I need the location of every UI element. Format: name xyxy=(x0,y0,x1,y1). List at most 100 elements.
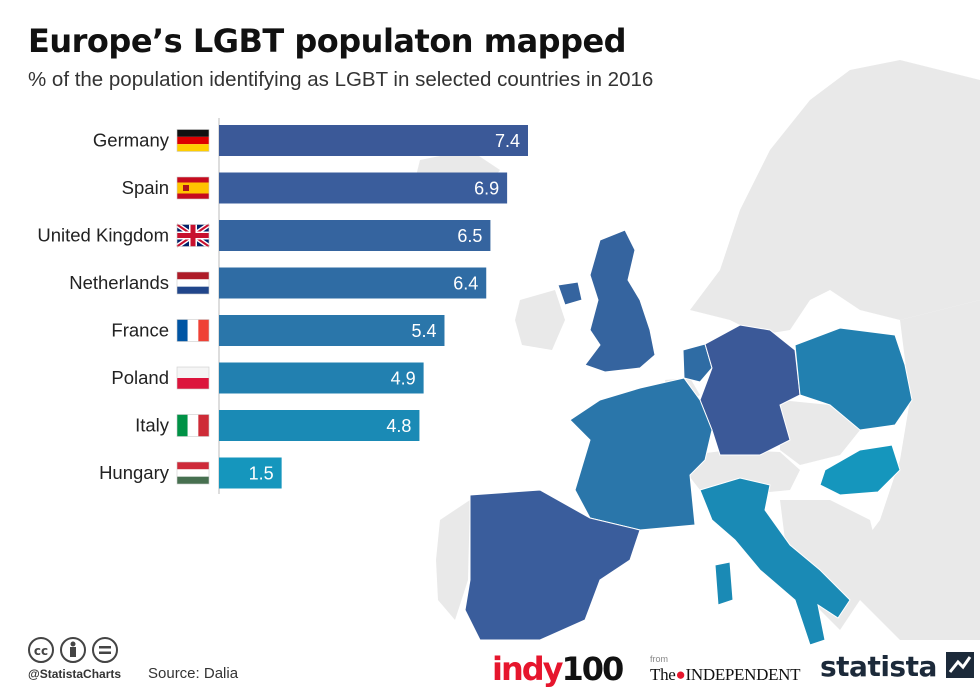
chart-subtitle: % of the population identifying as LGBT … xyxy=(28,68,654,91)
value-label: 1.5 xyxy=(249,464,274,484)
flag-stripe xyxy=(177,469,209,477)
no-derivatives-icon xyxy=(92,637,118,663)
category-label: Germany xyxy=(93,130,170,151)
statista-logo: statista xyxy=(820,650,975,683)
flag-stripe xyxy=(198,319,209,342)
bar xyxy=(219,410,420,441)
map-country-uk xyxy=(584,229,656,373)
indy100-logo: indy100 xyxy=(492,650,625,688)
germany-flag-icon xyxy=(176,129,210,152)
flag-border xyxy=(176,176,210,200)
map-land-balkans xyxy=(780,500,880,630)
indy100-logo-part-a: indy xyxy=(492,650,564,688)
flag-stripe xyxy=(177,279,209,287)
flag-emblem xyxy=(183,185,189,191)
bar xyxy=(219,125,528,156)
value-label: 4.9 xyxy=(391,369,416,389)
map-land-scandinavia xyxy=(690,60,980,335)
category-label: Netherlands xyxy=(69,272,169,293)
map-country-netherlands xyxy=(682,343,713,383)
from-label: from xyxy=(650,654,668,664)
flag-stripe xyxy=(177,129,209,137)
flag-stripe xyxy=(177,319,188,342)
attribution-icon xyxy=(60,637,86,663)
flag-stripe xyxy=(177,136,209,145)
hungary-flag-icon xyxy=(176,461,210,485)
bar xyxy=(219,220,491,251)
indy100-logo-part-b: 100 xyxy=(561,650,625,688)
independent-prefix: The xyxy=(650,665,676,684)
flag-stripe xyxy=(198,414,209,437)
cc-icon: cc xyxy=(28,637,54,663)
category-label: France xyxy=(111,320,169,341)
bar xyxy=(219,457,282,489)
value-label: 7.4 xyxy=(495,131,520,151)
statista-wordmark: statista xyxy=(820,650,937,683)
map-land-portugal xyxy=(436,500,470,620)
map-country-hungary xyxy=(819,444,901,496)
independent-name: INDEPENDENT xyxy=(685,665,801,684)
map-land-ireland xyxy=(515,290,565,350)
map-country-france xyxy=(569,377,713,531)
flag-border xyxy=(176,271,210,295)
independent-eagle-icon: ● xyxy=(675,665,686,684)
flag-stripe xyxy=(177,193,209,199)
map-country-ni xyxy=(557,281,583,306)
category-label: Italy xyxy=(135,415,170,436)
flag-border xyxy=(176,224,210,247)
uk-flag-icon xyxy=(175,222,211,249)
svg-text:cc: cc xyxy=(34,644,48,658)
map-country-sardinia xyxy=(714,561,734,606)
france-flag-icon xyxy=(176,319,210,342)
map-land-czech-austria xyxy=(780,400,860,465)
flag-stripe xyxy=(177,476,209,484)
flag-border xyxy=(176,414,210,437)
map-land-alps xyxy=(686,450,800,495)
bar xyxy=(219,267,487,299)
flag-stripe xyxy=(177,286,209,294)
flag-stripe xyxy=(187,319,199,342)
value-label: 6.5 xyxy=(457,226,482,246)
flag-stripe xyxy=(177,414,188,437)
map-country-spain xyxy=(464,489,641,641)
value-label: 4.8 xyxy=(386,416,411,436)
flag-stripe xyxy=(177,182,209,194)
map-country-italy xyxy=(699,477,851,646)
statista-mark-icon xyxy=(946,652,975,678)
flag-stripe xyxy=(177,462,209,470)
flag-stripe xyxy=(177,378,209,389)
license-icons: cc xyxy=(28,636,128,671)
bar xyxy=(219,362,424,394)
flag-border xyxy=(176,366,210,390)
flag-stripe xyxy=(177,144,209,152)
netherlands-flag-icon xyxy=(176,271,210,295)
flag-stripe xyxy=(177,233,209,238)
bar xyxy=(219,315,445,346)
value-label: 6.4 xyxy=(453,274,478,294)
statista-handle[interactable]: @StatistaCharts xyxy=(28,667,122,681)
flag-stripe xyxy=(177,177,209,183)
flag-stripe xyxy=(177,367,209,378)
category-label: Spain xyxy=(122,177,169,198)
spain-flag-icon xyxy=(176,176,210,200)
bar xyxy=(219,172,508,204)
independent-logo: The●INDEPENDENT xyxy=(650,665,801,685)
poland-flag-icon xyxy=(176,366,210,390)
map-land-east xyxy=(850,300,980,640)
flag-border xyxy=(176,461,210,485)
flag-stripe xyxy=(187,414,199,437)
category-label: United Kingdom xyxy=(37,225,169,246)
map-country-poland xyxy=(794,327,913,431)
flag-stripe xyxy=(177,272,209,280)
flag-border xyxy=(176,319,210,342)
flag-border xyxy=(176,129,210,152)
italy-flag-icon xyxy=(176,414,210,437)
category-label: Poland xyxy=(111,367,169,388)
source-label: Source: Dalia xyxy=(148,665,239,682)
value-label: 5.4 xyxy=(411,321,436,341)
value-label: 6.9 xyxy=(474,179,499,199)
category-label: Hungary xyxy=(99,462,170,483)
